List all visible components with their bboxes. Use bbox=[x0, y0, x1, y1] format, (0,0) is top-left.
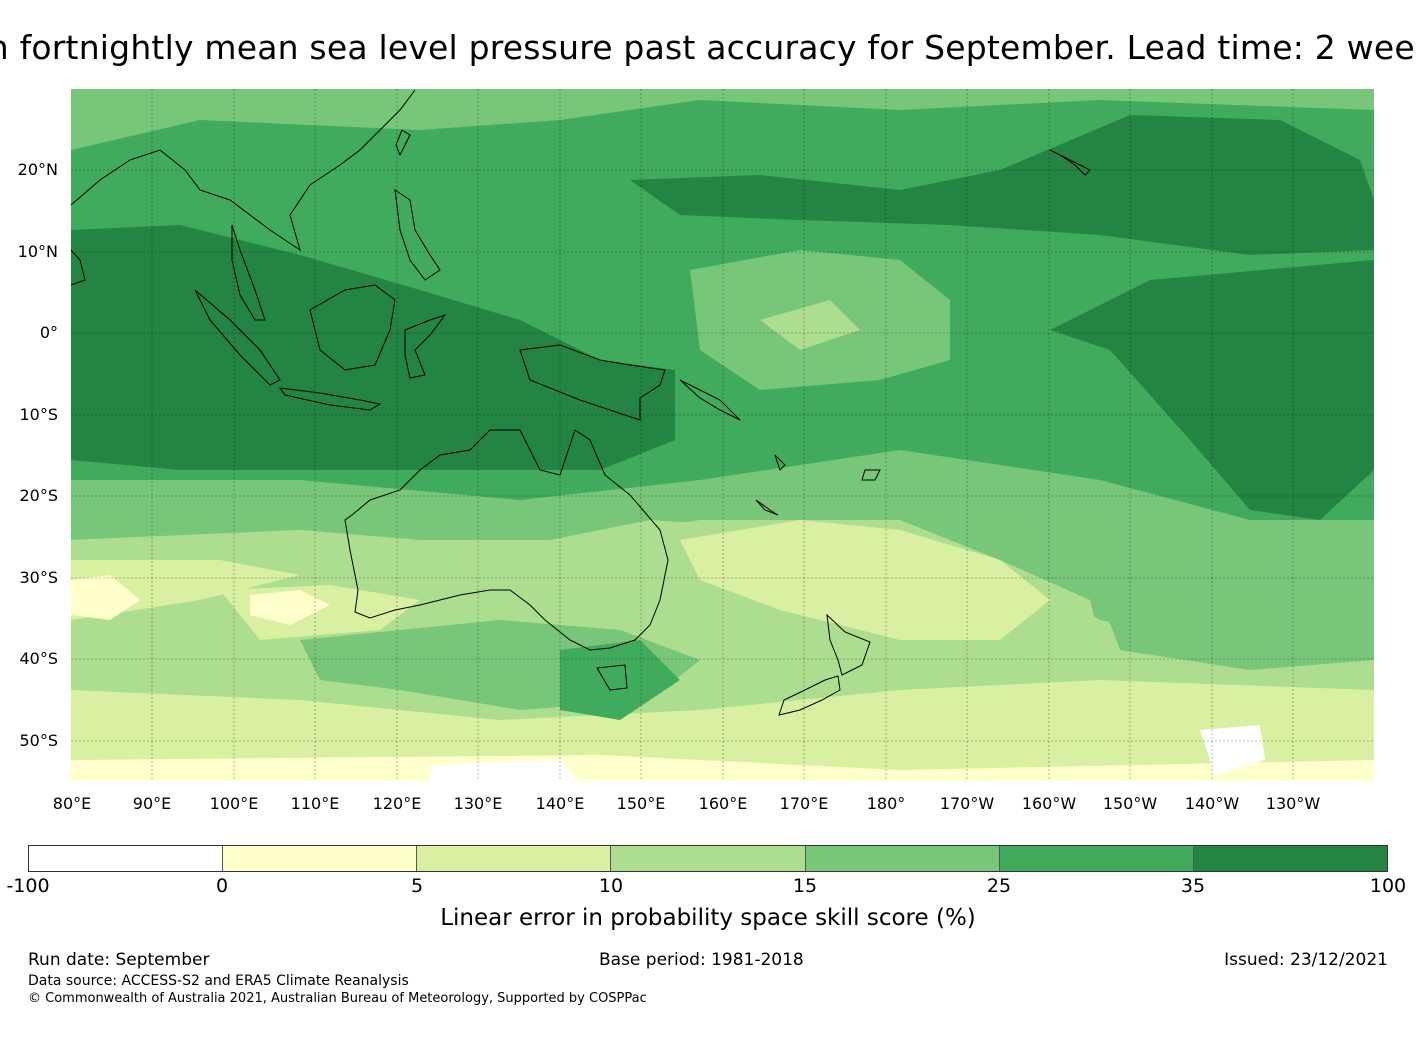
coast-philippines bbox=[394, 188, 441, 281]
skill-region bbox=[71, 225, 675, 470]
skill-field bbox=[71, 89, 1374, 781]
coast-hawaii bbox=[1049, 149, 1091, 176]
lat-label: 40°S bbox=[19, 649, 58, 668]
coast-new-zealand-south bbox=[778, 675, 841, 716]
colorbar bbox=[28, 845, 1388, 872]
skill-region bbox=[71, 575, 140, 620]
lon-label: 100°E bbox=[209, 794, 259, 813]
coast-sumatra bbox=[194, 289, 281, 386]
lon-label: 150°W bbox=[1102, 794, 1158, 813]
skill-region bbox=[71, 755, 1374, 781]
lon-label: 160°E bbox=[698, 794, 748, 813]
coast-malay-peninsula bbox=[231, 224, 266, 321]
colorbar-tick: -100 bbox=[6, 875, 50, 897]
coast-tasmania bbox=[596, 664, 628, 691]
coast-new-guinea bbox=[519, 344, 666, 421]
colorbar-label: Linear error in probability space skill … bbox=[440, 905, 976, 931]
coast-vanuatu bbox=[774, 454, 786, 471]
skill-region bbox=[71, 450, 1374, 640]
graticule bbox=[71, 89, 1374, 781]
lon-label: 130°E bbox=[453, 794, 503, 813]
colorbar-tick: 35 bbox=[1180, 875, 1206, 897]
colorbar-segment bbox=[29, 846, 224, 871]
lon-label: 180° bbox=[866, 794, 906, 813]
lon-label: 140°E bbox=[535, 794, 585, 813]
colorbar-tick: 5 bbox=[410, 875, 424, 897]
colorbar-segment bbox=[999, 846, 1194, 871]
copyright-notice: © Commonwealth of Australia 2021, Austra… bbox=[28, 991, 647, 1006]
skill-region bbox=[430, 760, 580, 781]
colorbar-segment bbox=[223, 846, 418, 871]
lon-label: 170°W bbox=[939, 794, 995, 813]
data-source: Data source: ACCESS-S2 and ERA5 Climate … bbox=[28, 973, 409, 989]
colorbar-segment bbox=[805, 846, 1000, 871]
lat-label: 30°S bbox=[19, 568, 58, 587]
colorbar-tick: 10 bbox=[598, 875, 624, 897]
lat-label: 20°N bbox=[17, 160, 58, 179]
lon-label: 80°E bbox=[52, 794, 92, 813]
colorbar-tick: 0 bbox=[215, 875, 229, 897]
lon-label: 140°W bbox=[1184, 794, 1240, 813]
lon-label: 150°E bbox=[616, 794, 666, 813]
lon-label: 160°W bbox=[1021, 794, 1077, 813]
coast-fiji bbox=[861, 469, 881, 481]
map-title: Australian fortnightly mean sea level pr… bbox=[0, 28, 1416, 67]
lat-label: 0° bbox=[39, 323, 58, 342]
skill-region bbox=[1200, 725, 1265, 775]
coast-sri-lanka bbox=[70, 249, 86, 286]
coast-mainland-asia bbox=[70, 89, 416, 252]
lat-label: 50°S bbox=[19, 731, 58, 750]
lon-label: 170°E bbox=[779, 794, 829, 813]
lon-label: 130°W bbox=[1265, 794, 1321, 813]
colorbar-segment bbox=[1193, 846, 1387, 871]
skill-region bbox=[71, 680, 1374, 781]
issued-date: Issued: 23/12/2021 bbox=[1224, 950, 1388, 970]
skill-region bbox=[560, 640, 680, 720]
skill-region bbox=[250, 590, 330, 625]
coast-new-zealand-north bbox=[826, 613, 871, 676]
colorbar-segment bbox=[611, 846, 806, 871]
lat-label: 10°N bbox=[17, 242, 58, 261]
lat-label: 10°S bbox=[19, 405, 58, 424]
colorbar-tick: 100 bbox=[1369, 875, 1407, 897]
lat-label: 20°S bbox=[19, 486, 58, 505]
coast-new-caledonia bbox=[755, 499, 779, 516]
base-period: Base period: 1981-2018 bbox=[599, 950, 804, 970]
skill-region bbox=[1050, 260, 1374, 520]
skill-region bbox=[630, 115, 1374, 255]
coast-australia bbox=[344, 429, 669, 651]
lon-label: 120°E bbox=[372, 794, 422, 813]
skill-region bbox=[680, 520, 1050, 640]
skill-map bbox=[70, 89, 1374, 781]
coast-java bbox=[278, 387, 382, 411]
coast-solomons bbox=[679, 379, 741, 421]
skill-region bbox=[1090, 560, 1374, 670]
run-date: Run date: September bbox=[28, 950, 210, 970]
lon-label: 110°E bbox=[290, 794, 340, 813]
colorbar-tick: 15 bbox=[792, 875, 818, 897]
skill-region bbox=[760, 300, 860, 350]
coast-borneo bbox=[309, 284, 396, 371]
coastlines bbox=[70, 89, 1091, 716]
colorbar-segment bbox=[417, 846, 612, 871]
lon-label: 90°E bbox=[132, 794, 172, 813]
colorbar-tick: 25 bbox=[986, 875, 1012, 897]
coast-taiwan bbox=[395, 129, 411, 157]
coast-sulawesi bbox=[404, 314, 447, 379]
